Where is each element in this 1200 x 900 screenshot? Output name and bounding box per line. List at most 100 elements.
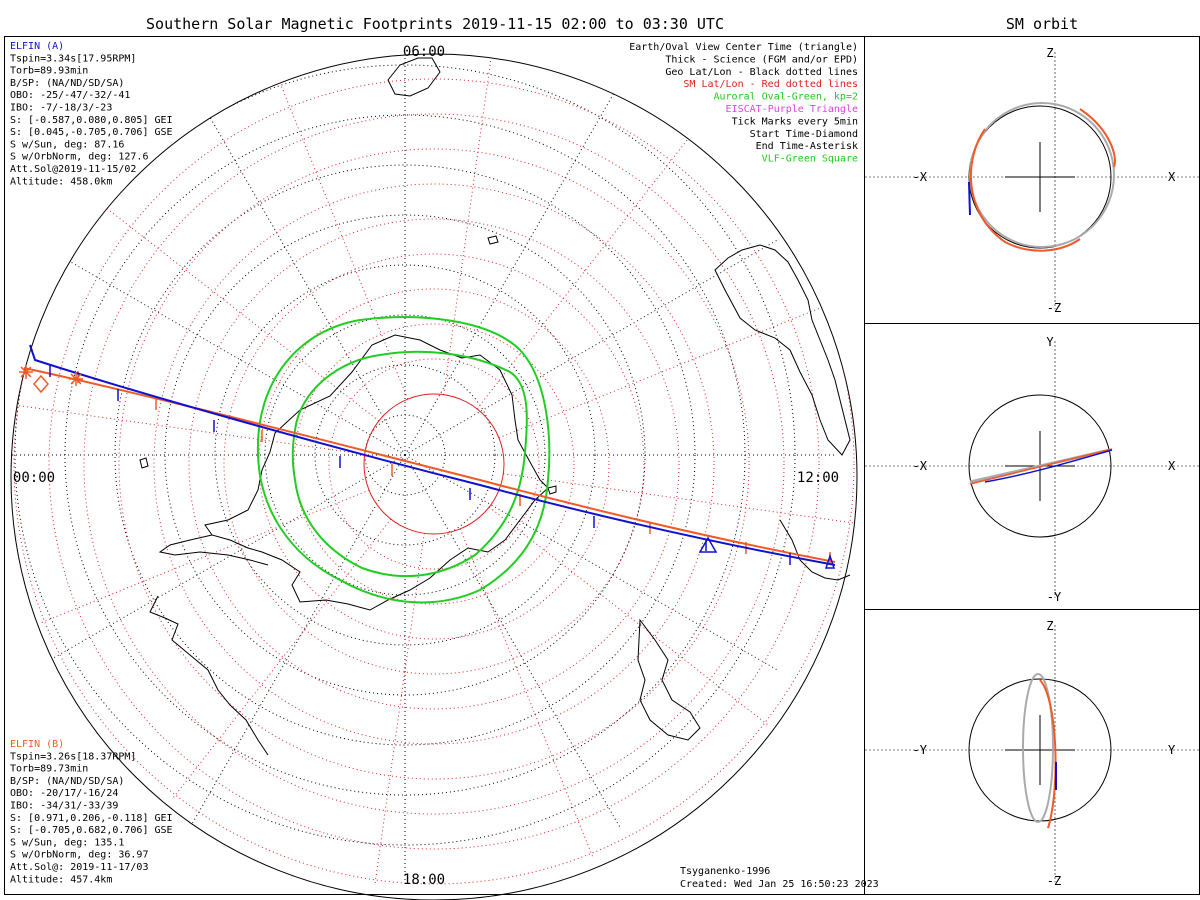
- sm-lon-line: [171, 518, 392, 800]
- sm-lon-line: [274, 69, 409, 400]
- sat-info-line: Tspin=3.34s[17.95RPM]: [10, 53, 136, 64]
- sat-info-line: S w/OrbNorm, deg: 36.97: [10, 850, 148, 861]
- legend-entry: End Time-Asterisk: [756, 141, 858, 152]
- coastlines: [139, 57, 851, 756]
- sat-info-line: S w/Sun, deg: 135.1: [10, 837, 124, 848]
- sm-lon-line: [13, 404, 365, 455]
- coast-island-a: [487, 235, 499, 245]
- sm-lon-line: [459, 528, 594, 859]
- sat-info-line: B/SP: (NA/ND/SD/SA): [10, 78, 124, 89]
- auroral-oval-inner: [291, 350, 528, 578]
- sm-lat-circle: [258, 288, 610, 640]
- orbit-gray: [1022, 673, 1054, 823]
- legend-entry: Geo Lat/Lon - Black dotted lines: [665, 67, 858, 78]
- sat-info-line: Torb=89.73min: [10, 764, 88, 775]
- geo-lon-line: [32, 454, 406, 671]
- track-a-line: [29, 344, 836, 566]
- sat-info-line: Att.Sol@2019-11-15/02: [10, 164, 136, 175]
- geo-lat-circle: [214, 264, 596, 646]
- axis-label-top: Z: [1046, 619, 1053, 633]
- coast-australia: [387, 57, 441, 97]
- sm-orbit-panel-1: Z -Z -X X: [865, 46, 1200, 315]
- sat-info-line: IBO: -34/31/-33/39: [10, 801, 118, 812]
- sat-info-line: S: [0.971,0.206,-0.118] GEI: [10, 813, 173, 824]
- orbit-a: [984, 449, 1113, 483]
- legend-entry: EISCAT-Purple Triangle: [726, 104, 858, 115]
- sat-info-line: OBO: -25/-47/-32/-41: [10, 90, 130, 101]
- legend-entry: VLF-Green Square: [762, 154, 858, 165]
- coast-madagascar: [779, 519, 851, 581]
- axis-label-left: -Y: [913, 743, 928, 757]
- sm-lon-line: [498, 304, 829, 439]
- sat-info-name: ELFIN (B): [10, 739, 64, 750]
- clock-label-1800: 18:00: [403, 872, 445, 888]
- start-diamond-b: [33, 374, 49, 394]
- sat-info-line: Torb=89.93min: [10, 66, 88, 77]
- orbit-a: [968, 181, 971, 216]
- coast-peninsula: [158, 534, 269, 566]
- geo-lat-circle: [14, 64, 796, 846]
- orbit-gray: [969, 102, 1115, 248]
- elfin-b-info: ELFIN (B)Tspin=3.26s[18.37RPM] Torb=89.73…: [10, 739, 173, 885]
- footer-model: Tsyganenko-1996: [680, 866, 770, 877]
- sat-info-line: S w/OrbNorm, deg: 127.6: [10, 152, 148, 163]
- sm-lon-line: [39, 489, 370, 624]
- track-markers: [19, 365, 836, 569]
- legend-entry: SM Lat/Lon - Red dotted lines: [683, 79, 858, 90]
- sm-lon-line: [476, 128, 697, 410]
- sat-info-line: B/SP: (NA/ND/SD/SA): [10, 776, 124, 787]
- elfin-a-info: ELFIN (A)Tspin=3.34s[17.95RPM] Torb=89.93…: [10, 41, 173, 187]
- coast-south-america: [149, 595, 269, 756]
- sm-lat-circle: [293, 323, 575, 605]
- sm-lat-circle: [83, 113, 785, 815]
- axis-label-bottom: -Z: [1047, 301, 1061, 315]
- track-a-end-marker: [824, 553, 836, 569]
- sm-lat-circle: [363, 393, 505, 535]
- axis-label-right: X: [1168, 459, 1176, 473]
- sat-info-line: S: [-0.705,0.682,0.706] GSE: [10, 825, 173, 836]
- auroral-oval: [256, 316, 551, 604]
- sm-lat-circle: [223, 253, 645, 675]
- geo-grid: [11, 54, 835, 885]
- polar-map: 06:00 00:00 12:00 18:00: [10, 44, 858, 900]
- sat-info-line: OBO: -20/17/-16/24: [10, 788, 118, 799]
- clock-label-0600: 06:00: [403, 44, 445, 60]
- footer-created: Created: Wed Jan 25 16:50:23 2023: [680, 879, 879, 890]
- coast-island-c: [547, 485, 557, 495]
- sm-lat-circle: [118, 148, 750, 780]
- geo-lat-circle: [114, 164, 696, 746]
- sat-info-line: Att.Sol@: 2019-11-17/03: [10, 862, 148, 873]
- earth-limb: [10, 53, 858, 900]
- track-elfin-a: [29, 344, 836, 566]
- axis-label-left: -X: [913, 170, 928, 184]
- axis-label-right: X: [1168, 170, 1176, 184]
- legend: Earth/Oval View Center Time (triangle)Th…: [629, 42, 858, 165]
- coast-island-b: [139, 457, 149, 469]
- sat-info-line: Altitude: 458.0km: [10, 176, 112, 187]
- clock-label-0000: 00:00: [13, 470, 55, 486]
- geo-lat-circle: [314, 364, 496, 546]
- orbit-b-2: [1079, 108, 1116, 168]
- axis-label-bottom: -Y: [1047, 590, 1062, 604]
- sm-lat-circle: [48, 78, 820, 850]
- geo-lon-line: [404, 454, 621, 828]
- orbit-b: [969, 448, 1113, 485]
- axis-label-bottom: -Z: [1047, 874, 1061, 888]
- sat-info-name: ELFIN (A): [10, 41, 64, 52]
- end-asterisk-b: [70, 373, 82, 385]
- orbit-b: [969, 128, 1081, 252]
- coast-south-georgia: [637, 618, 701, 741]
- sat-info-line: S: [0.045,-0.705,0.706] GSE: [10, 127, 173, 138]
- sm-orbit-panels: Z -Z -X X Y -Y -X X Z -Z -Y Y: [865, 46, 1200, 888]
- sm-lat-circle: [188, 218, 680, 710]
- auroral-oval-outer: [256, 316, 551, 604]
- legend-entry: Auroral Oval-Green, kp=2: [714, 92, 859, 103]
- sm-orbit-panel-2: Y -Y -X X: [865, 335, 1200, 604]
- track-b-line: [23, 367, 836, 563]
- legend-entry: Tick Marks every 5min: [732, 116, 858, 127]
- sm-lat-circle: [13, 54, 855, 885]
- sm-lat-circle: [153, 183, 715, 745]
- sat-info-line: IBO: -7/-18/3/-23: [10, 103, 112, 114]
- legend-entry: Thick - Science (FGM and/or EPD): [665, 54, 858, 65]
